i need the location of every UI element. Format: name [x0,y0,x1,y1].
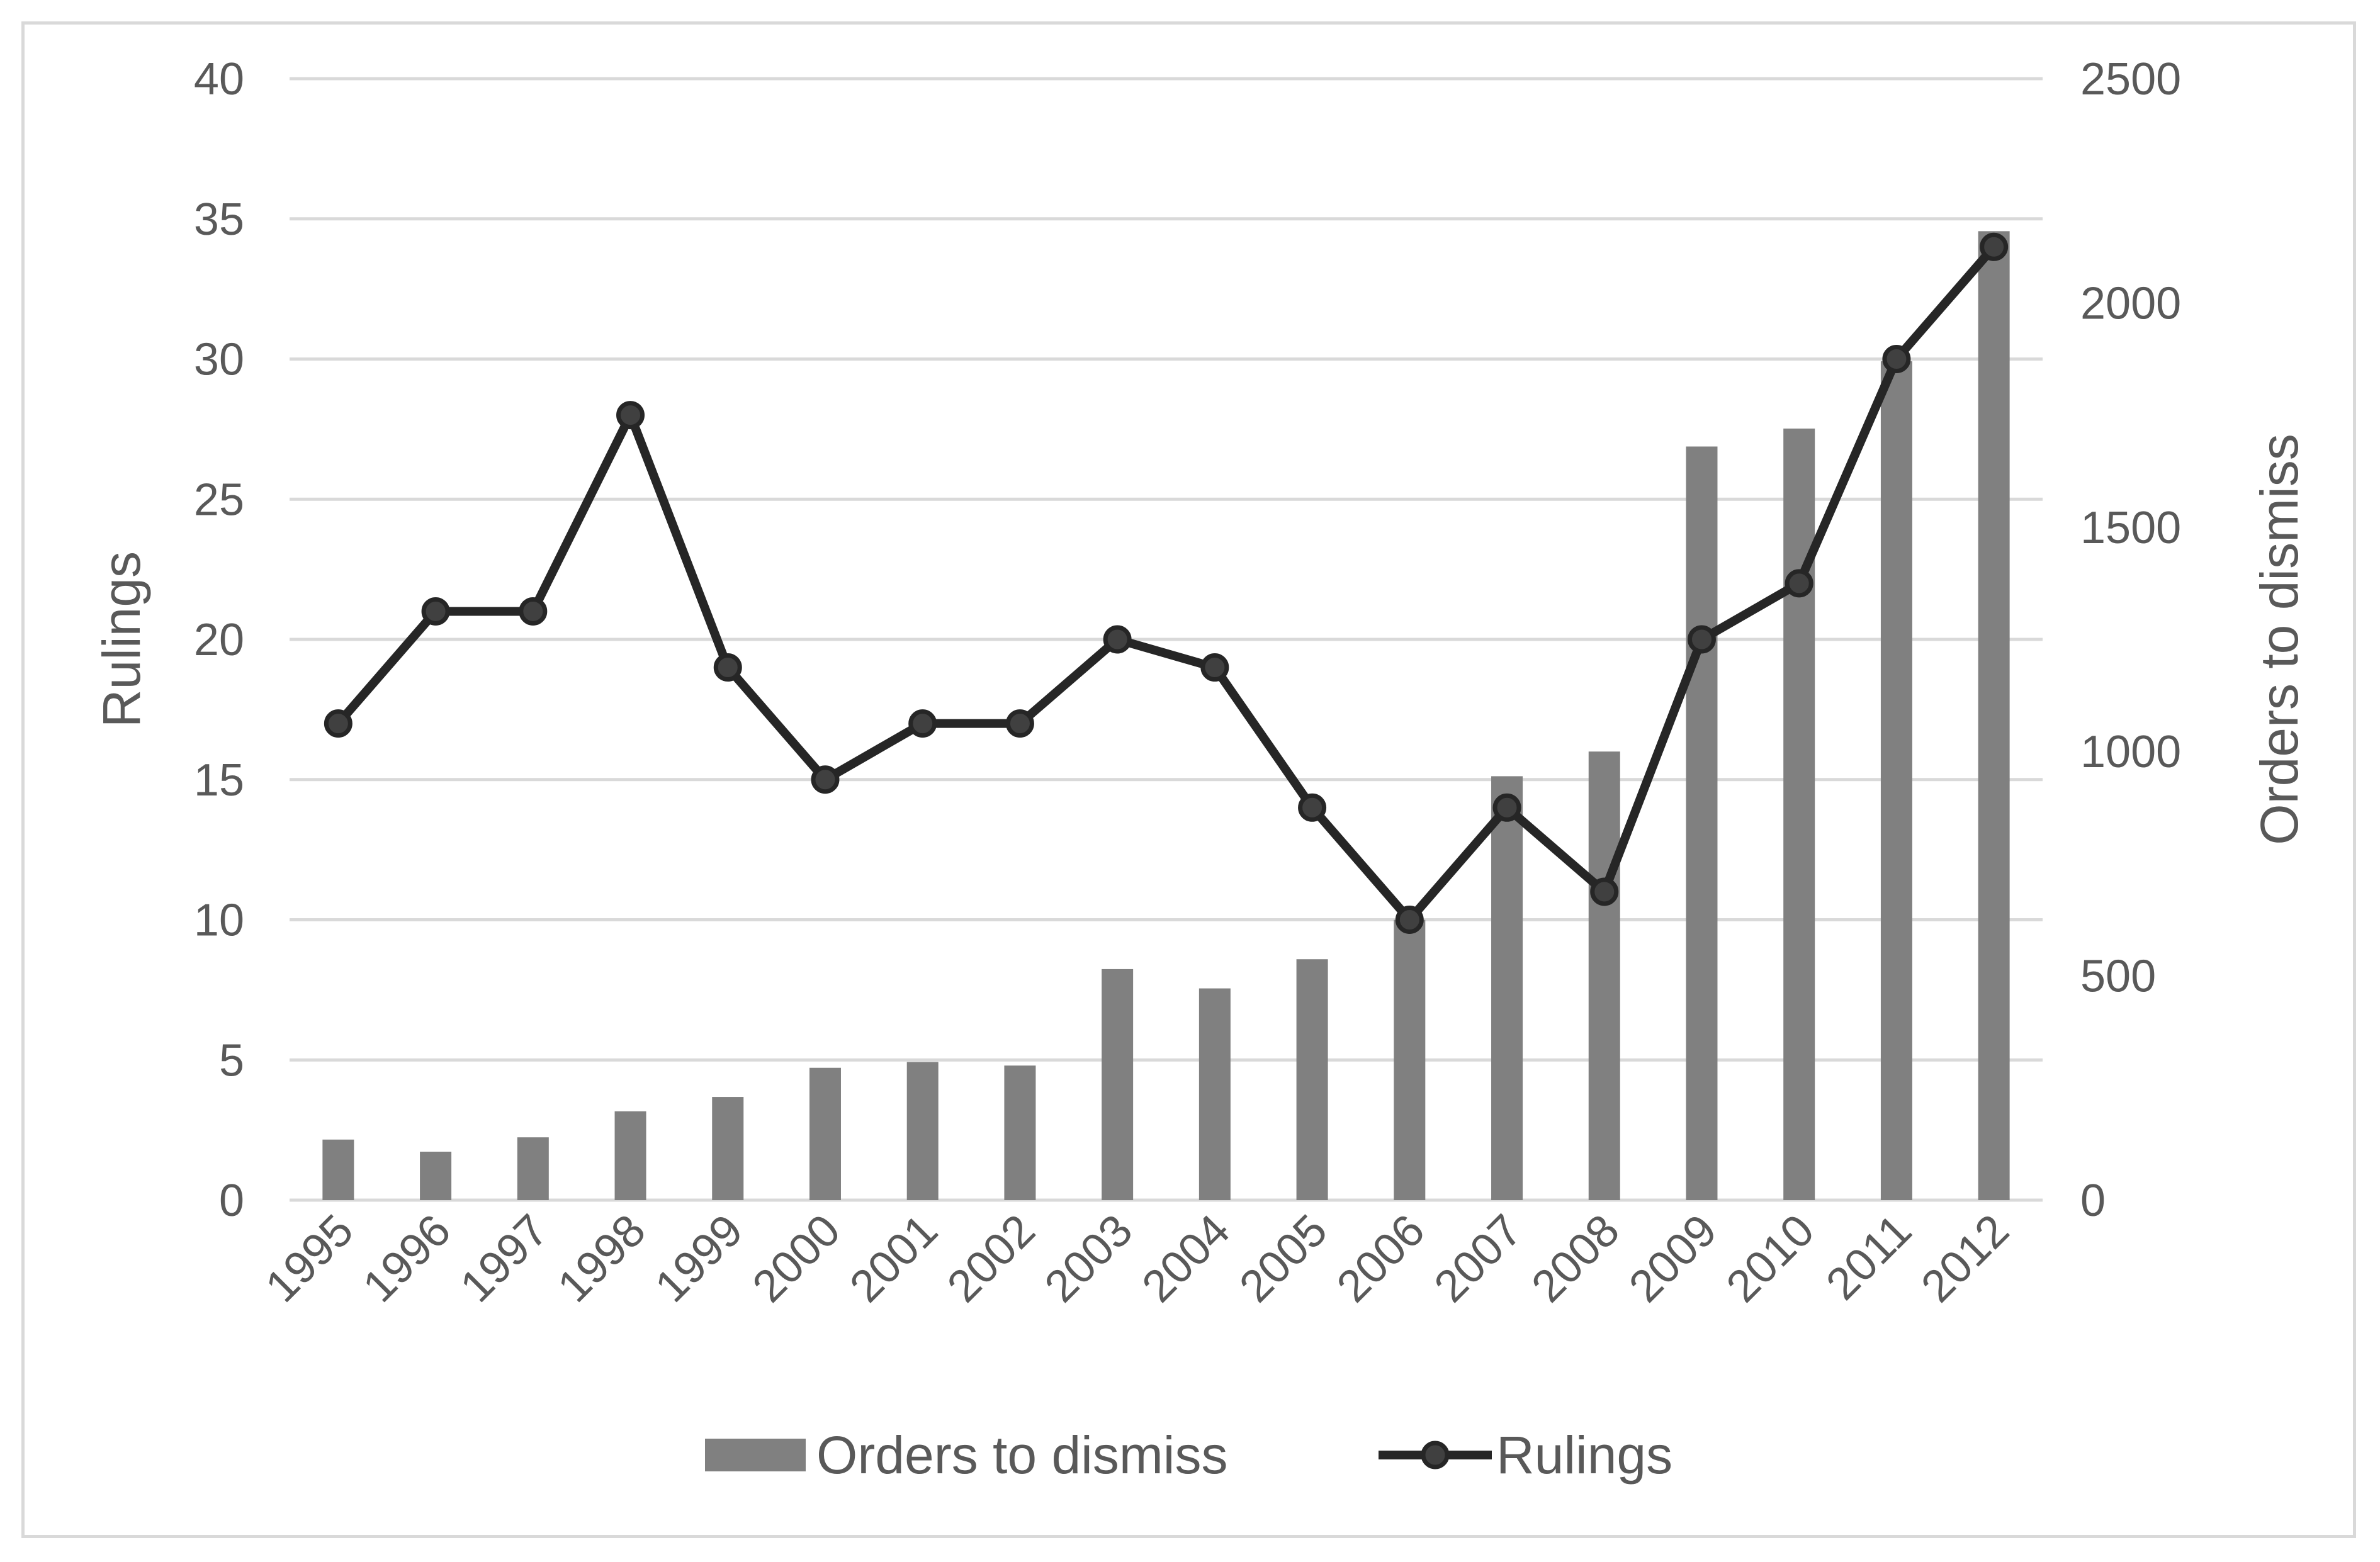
x-tick-label: 2011 [1817,1205,1921,1310]
rulings-point [324,709,352,738]
x-tick-label: 2010 [1717,1205,1824,1312]
x-tick-label: 1999 [646,1205,753,1312]
rulings-point [908,709,937,738]
bar-orders-to-dismiss [1491,776,1523,1200]
bar-orders-to-dismiss [809,1067,841,1200]
x-tick-label: 1998 [548,1205,655,1312]
x-tick-label: 1996 [354,1205,461,1312]
right-axis-ticks: 0 500 1000 1500 2000 2500 [2080,54,2181,1226]
rulings-point [1298,793,1327,822]
x-tick-label: 1997 [451,1205,558,1312]
rulings-line [334,242,1999,924]
x-axis-ticks: 1995199619971998199920002001200220032004… [256,1205,2019,1312]
x-tick-label: 2008 [1522,1205,1629,1312]
x-tick-label: 2009 [1620,1205,1727,1312]
rulings-point [1200,653,1229,682]
rulings-point [1980,232,2009,261]
x-tick-label: 2006 [1328,1205,1435,1312]
x-tick-label: 2000 [743,1205,850,1312]
rulings-point [1590,877,1619,906]
bar-orders-to-dismiss [322,1139,354,1200]
bar-orders-to-dismiss [1296,959,1328,1200]
bar-orders-to-dismiss [1102,969,1134,1200]
rulings-point [1492,793,1521,822]
left-axis-title: Rulings [92,551,151,728]
rulings-point [1395,906,1424,934]
left-tick-label: 0 [219,1176,244,1226]
bar-orders-to-dismiss [517,1137,549,1200]
x-tick-label: 2005 [1230,1205,1337,1312]
bar-orders-to-dismiss [712,1097,744,1200]
gridlines [290,77,2043,1202]
left-tick-label: 20 [194,615,244,665]
right-tick-label: 1500 [2080,503,2181,553]
rulings-point [1103,625,1132,654]
bar-orders-to-dismiss [1783,428,1815,1200]
bar-orders-to-dismiss [1588,751,1620,1200]
rulings-point [713,653,742,682]
rulings-point [1882,345,1911,373]
rulings-point [421,597,450,626]
left-tick-label: 30 [194,335,244,385]
left-tick-label: 40 [194,54,244,104]
rulings-point [616,401,645,430]
bar-orders-to-dismiss [614,1111,646,1200]
bar-orders-to-dismiss [1978,231,2010,1200]
left-axis-ticks: 0 5 10 15 20 25 30 35 40 [194,54,244,1226]
x-tick-label: 2012 [1912,1205,2019,1312]
right-tick-label: 0 [2080,1176,2106,1226]
bar-orders-to-dismiss [906,1062,939,1200]
bar-orders-to-dismiss [1004,1065,1036,1200]
bar-orders-to-dismiss [1198,988,1231,1200]
bar-orders-to-dismiss [1880,361,1912,1201]
bars-orders-to-dismiss [322,231,2010,1201]
rulings-point [519,597,548,626]
legend: Orders to dismiss Rulings [705,1425,1672,1485]
x-tick-label: 2004 [1132,1205,1239,1312]
legend-swatch-rulings-marker [1421,1441,1450,1469]
line-rulings [324,232,2009,934]
x-tick-label: 2003 [1035,1205,1142,1312]
rulings-point [811,765,840,794]
x-tick-label: 2002 [938,1205,1045,1312]
legend-label-rulings: Rulings [1496,1425,1672,1485]
bar-orders-to-dismiss [1394,919,1426,1200]
rulings-point [1785,569,1813,598]
rulings-point [1687,625,1716,654]
right-tick-label: 1000 [2080,727,2181,777]
x-tick-label: 2001 [840,1205,947,1312]
bar-orders-to-dismiss [1686,446,1718,1200]
left-tick-label: 15 [194,755,244,806]
legend-label-orders-to-dismiss: Orders to dismiss [816,1425,1227,1485]
legend-swatch-orders-to-dismiss [705,1439,806,1471]
right-tick-label: 500 [2080,952,2156,1002]
rulings-point [1005,709,1034,738]
x-tick-label: 2007 [1425,1205,1532,1312]
left-tick-label: 25 [194,475,244,525]
bar-orders-to-dismiss [420,1152,452,1200]
left-tick-label: 35 [194,194,244,245]
left-tick-label: 5 [219,1035,244,1086]
right-axis-title: Orders to dismiss [2250,434,2309,845]
left-tick-label: 10 [194,896,244,946]
right-tick-label: 2000 [2080,278,2181,329]
x-tick-label: 1995 [256,1205,363,1312]
right-tick-label: 2500 [2080,54,2181,104]
